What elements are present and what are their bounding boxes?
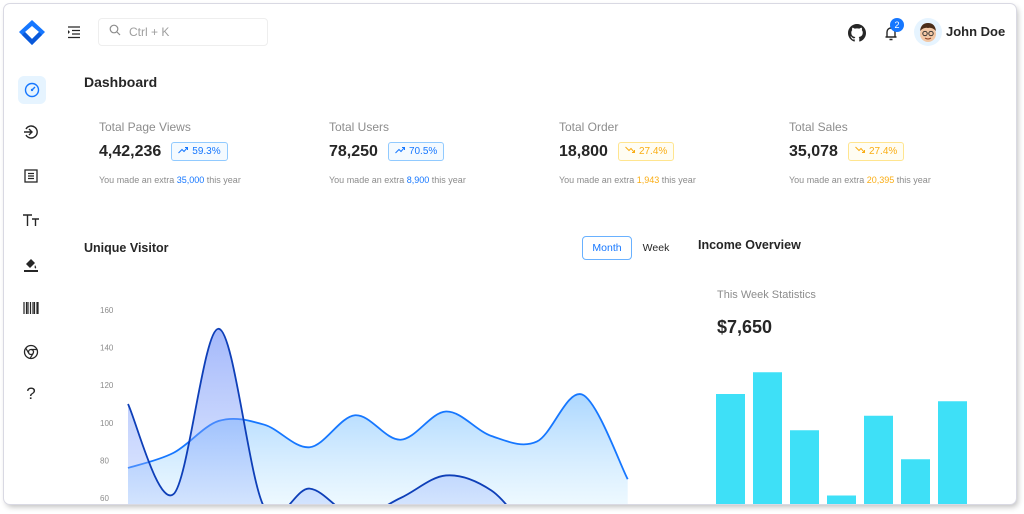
stat-card-page-views: Total Page Views 4,42,236 59.3% You made…	[99, 120, 299, 185]
income-overview-title: Income Overview	[698, 238, 801, 252]
stat-card-sales: Total Sales 35,078 27.4% You made an ext…	[789, 120, 989, 185]
income-bar	[827, 495, 856, 504]
stat-card-orders: Total Order 18,800 27.4% You made an ext…	[559, 120, 759, 185]
stat-value: 78,250	[329, 142, 378, 160]
stat-label: Total Order	[559, 120, 619, 134]
page-title: Dashboard	[84, 74, 158, 90]
user-name[interactable]: John Doe	[946, 24, 1006, 39]
stat-percent: 27.4%	[638, 146, 668, 157]
stat-value: 18,800	[559, 142, 608, 160]
trend-down-icon	[625, 146, 635, 157]
stat-percent: 59.3%	[192, 146, 221, 157]
stat-note-prefix: You made an extra	[789, 175, 865, 185]
trend-up-icon	[178, 146, 189, 157]
series-line-2	[127, 327, 507, 504]
y-tick-label: 80	[100, 456, 109, 465]
income-overview-chart	[716, 372, 967, 504]
stat-note-suffix: this year	[661, 175, 696, 185]
trend-up-icon	[395, 146, 405, 157]
notification-badge: 2	[890, 18, 904, 32]
stat-note-value: 8,900	[406, 175, 430, 185]
unique-visitor-chart: 60 80 100 120 140 160	[100, 306, 629, 504]
stat-note: You made an extra 20,395 this year	[789, 175, 989, 185]
barcode-icon[interactable]	[19, 296, 43, 320]
stat-card-users: Total Users 78,250 70.5% You made an ext…	[329, 120, 529, 185]
stat-note-prefix: You made an extra	[329, 175, 405, 185]
stat-percent: 70.5%	[408, 146, 438, 157]
stat-note-value: 35,000	[176, 175, 205, 185]
unique-visitor-title: Unique Visitor	[84, 241, 169, 255]
y-tick-label: 140	[100, 344, 114, 353]
toggle-week-button[interactable]: Week	[642, 242, 670, 254]
stat-percent-chip: 27.4%	[617, 142, 675, 161]
menu-toggle-icon[interactable]	[66, 24, 82, 40]
stat-note: You made an extra 8,900 this year	[329, 175, 529, 185]
login-icon[interactable]	[19, 120, 43, 144]
income-bar	[790, 430, 819, 504]
search-icon	[109, 23, 121, 41]
search-placeholder: Ctrl + K	[129, 25, 170, 39]
stat-note-value: 1,943	[636, 175, 660, 185]
stat-note: You made an extra 35,000 this year	[99, 175, 299, 185]
sidebar: ?	[4, 4, 60, 504]
y-tick-label: 120	[100, 381, 114, 390]
week-stats-label: This Week Statistics	[717, 289, 816, 301]
stat-percent-chip: 27.4%	[847, 142, 905, 161]
stat-percent-chip: 59.3%	[171, 142, 228, 161]
stat-percent: 27.4%	[868, 146, 898, 157]
stat-value: 4,42,236	[99, 142, 162, 160]
income-bar	[938, 401, 967, 504]
stat-note-suffix: this year	[206, 175, 241, 185]
income-bar	[753, 372, 782, 504]
stat-note-prefix: You made an extra	[99, 175, 175, 185]
github-icon[interactable]	[848, 24, 866, 42]
search-input[interactable]: Ctrl + K	[98, 18, 268, 46]
trend-down-icon	[855, 146, 865, 157]
help-icon[interactable]: ?	[26, 384, 36, 403]
avatar[interactable]	[914, 18, 942, 46]
stat-percent-chip: 70.5%	[387, 142, 445, 161]
chrome-icon[interactable]	[19, 340, 43, 364]
stat-label: Total Sales	[789, 120, 848, 134]
stat-note-suffix: this year	[896, 175, 931, 185]
logo-icon[interactable]	[17, 18, 47, 48]
color-icon[interactable]	[19, 252, 43, 276]
income-bar	[901, 459, 930, 504]
toggle-month-button[interactable]: Month	[582, 236, 632, 260]
typography-icon[interactable]	[19, 208, 43, 232]
income-total: $7,650	[717, 317, 773, 337]
stat-note-suffix: this year	[431, 175, 466, 185]
income-bar	[864, 415, 893, 504]
stat-value: 35,078	[789, 142, 838, 160]
y-tick-label: 100	[100, 419, 114, 428]
stat-label: Total Users	[329, 120, 390, 134]
dashboard-icon[interactable]	[18, 76, 46, 104]
stat-note-prefix: You made an extra	[559, 175, 635, 185]
series-area-2	[128, 328, 506, 504]
register-icon[interactable]	[19, 164, 43, 188]
app-window: ? Ctrl + K 2 John Doe Dashboard Total Pa…	[4, 4, 1016, 504]
stat-note: You made an extra 1,943 this year	[559, 175, 759, 185]
income-bar	[716, 394, 745, 504]
y-tick-label: 60	[100, 494, 109, 503]
stat-note-value: 20,395	[866, 175, 895, 185]
stat-label: Total Page Views	[99, 120, 191, 134]
y-tick-label: 160	[100, 306, 114, 315]
